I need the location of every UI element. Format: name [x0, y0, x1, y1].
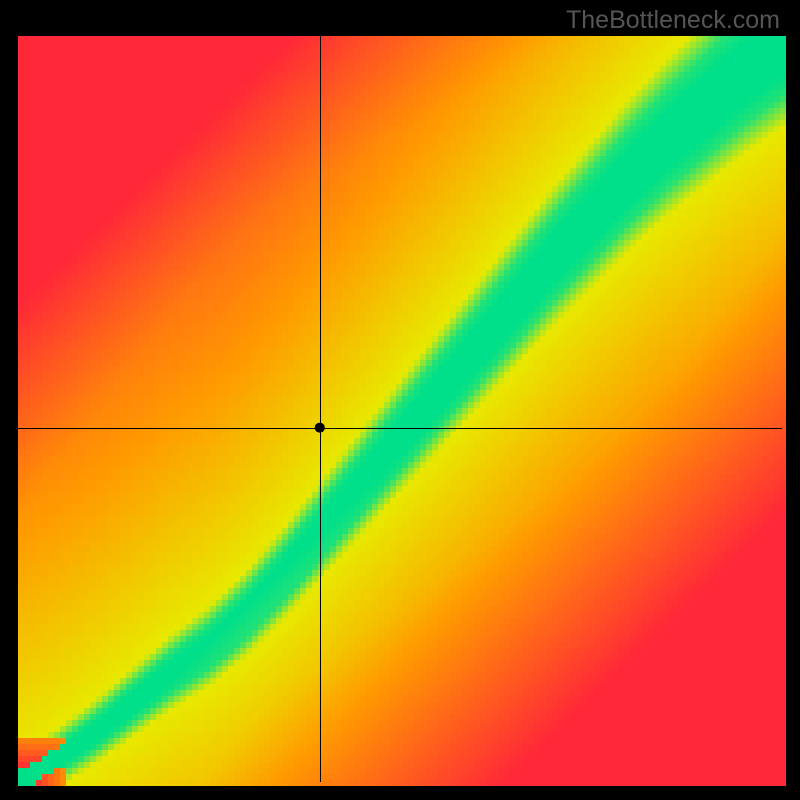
watermark-text: TheBottleneck.com [566, 6, 780, 35]
chart-container: TheBottleneck.com [0, 0, 800, 800]
bottleneck-heatmap [0, 0, 800, 800]
